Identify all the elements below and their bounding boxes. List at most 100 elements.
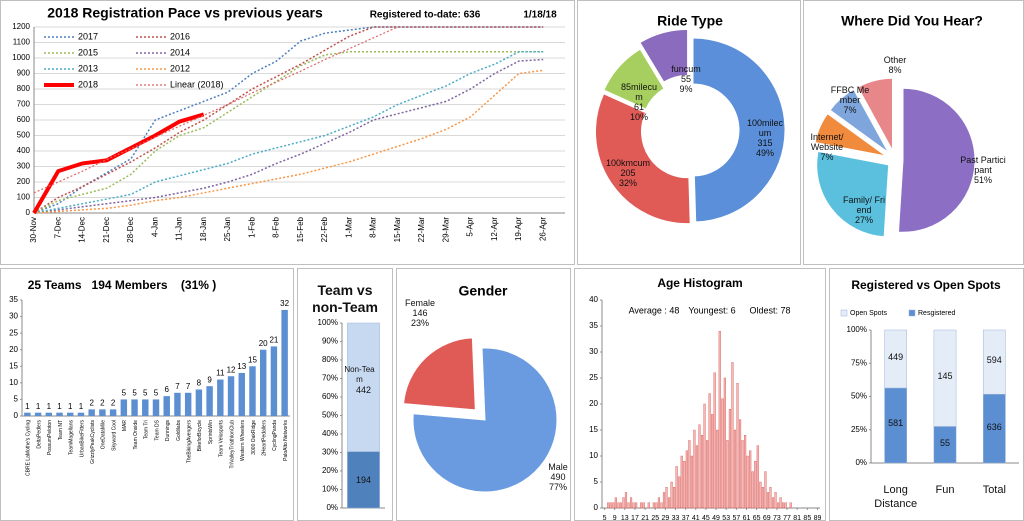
bar: [152, 399, 160, 416]
x-tick-label: Team DS: [154, 419, 160, 440]
histogram-bar: [690, 455, 693, 509]
histogram-bar: [754, 461, 757, 509]
bar: [174, 392, 181, 416]
slice-label: Male 490 77%: [538, 462, 578, 492]
y-tick-label: 5: [14, 395, 19, 404]
slice-name: Male: [548, 462, 568, 472]
y-tick-label: 15: [9, 361, 18, 370]
x-tick-label: 12-Apr: [490, 217, 499, 241]
x-tick-label: PaloAlto Networks: [283, 420, 289, 461]
histogram-bar: [700, 435, 704, 509]
x-tick-label: 49: [712, 515, 720, 521]
slice-value: 61: [633, 102, 644, 112]
pie-slice: [412, 347, 558, 493]
pie-slice: [403, 337, 476, 411]
y-tick-label: 0: [594, 503, 599, 512]
y-tick-label: 5: [594, 477, 599, 486]
bar: [120, 399, 128, 416]
histogram-bar: [614, 497, 617, 509]
histogram-bar: [759, 481, 762, 509]
histogram-bar: [784, 502, 787, 509]
bar: [163, 396, 170, 416]
x-tick-label: 21-Dec: [102, 217, 111, 243]
histogram-bar: [766, 492, 770, 509]
value-label: 1: [47, 402, 52, 411]
bar: [206, 386, 213, 416]
x-tick-label: 2HeartPedallers: [262, 420, 268, 456]
bar: [109, 409, 117, 416]
y-tick-label: 25: [589, 373, 598, 382]
x-tick-label: OneDataMile: [101, 420, 107, 449]
y-tick-label: 100%: [318, 318, 338, 327]
slice-value: 315: [757, 138, 773, 148]
slice-name: funcum: [671, 64, 701, 74]
bar: [195, 389, 203, 416]
bar: [217, 379, 224, 416]
x-tick-label: 17: [631, 515, 639, 521]
x-tick-label: 7-Dec: [53, 217, 62, 238]
segment-value: 594: [986, 355, 1002, 366]
y-tick-label: 500: [17, 131, 31, 140]
histogram-bar: [673, 487, 676, 509]
histogram-bar: [741, 440, 744, 509]
value-label: 20: [259, 339, 268, 348]
histogram-bar: [640, 502, 643, 509]
slice-name: Other: [883, 55, 907, 65]
histogram-bar: [708, 393, 711, 509]
x-tick-label: Dunnings: [165, 420, 171, 442]
y-tick-label: 0%: [855, 458, 867, 467]
legend-swatch: [908, 309, 916, 317]
x-tick-label: BikeforBicycle: [197, 420, 203, 452]
y-tick-label: 10%: [322, 485, 338, 494]
slice-name: FFBC Member: [830, 85, 870, 105]
bar: [99, 409, 106, 416]
value-label: 11: [216, 369, 225, 378]
histogram-bar: [678, 476, 681, 509]
histogram-bar: [668, 497, 671, 509]
y-tick-label: 35: [589, 321, 598, 330]
y-tick-label: 800: [17, 84, 31, 93]
y-tick-label: 40: [589, 295, 598, 304]
x-tick-label: Team Onside: [133, 420, 139, 450]
x-tick-label: 13: [621, 515, 629, 521]
y-tick-label: 40%: [322, 429, 338, 438]
chart-title: Ride Type: [657, 13, 723, 29]
y-tick-label: 1100: [13, 38, 31, 47]
x-tick-label: Team Tri: [144, 420, 150, 439]
slice-label: 85milecum 61 10%: [620, 82, 658, 122]
value-label: 1: [25, 402, 30, 411]
x-tick-label: Fun: [935, 484, 955, 496]
slice-percent: 77%: [548, 482, 567, 492]
slice-percent: 7%: [820, 152, 834, 162]
histogram-bar: [607, 502, 610, 509]
y-tick-label: 35: [9, 295, 18, 304]
y-tick-label: 30: [589, 347, 598, 356]
x-tick-label: 9: [613, 515, 617, 521]
annotation: Youngest: 6: [688, 305, 735, 315]
slice-label: FFBC Member 7%: [828, 85, 872, 115]
slice-name: Female: [404, 298, 435, 308]
y-tick-label: 20: [589, 399, 598, 408]
slice-name: Internet/ Website: [810, 132, 844, 152]
slice-value: 490: [550, 472, 566, 482]
legend-label: 2013: [78, 63, 98, 73]
slice-name: 85milecum: [620, 82, 658, 102]
bar: [34, 412, 42, 416]
histogram-bar: [736, 383, 739, 509]
pie-slice: [814, 113, 887, 157]
histogram-bar: [774, 492, 777, 509]
slice-percent: 51%: [973, 175, 992, 185]
slice-value: 146: [412, 308, 428, 318]
x-tick-label: 5-Apr: [466, 217, 475, 237]
x-tick-label: 53: [722, 515, 730, 521]
pie-slice: [595, 93, 691, 225]
chart-title: Where Did You Hear?: [841, 13, 983, 29]
chart-title: 2018 Registration Pace vs previous years: [47, 5, 323, 21]
histogram-bar: [685, 450, 688, 509]
bar-segment: [347, 451, 380, 509]
histogram-bar: [771, 497, 775, 509]
value-label: 1: [68, 402, 73, 411]
histogram-bar: [632, 502, 635, 509]
histogram-bar: [627, 502, 630, 509]
